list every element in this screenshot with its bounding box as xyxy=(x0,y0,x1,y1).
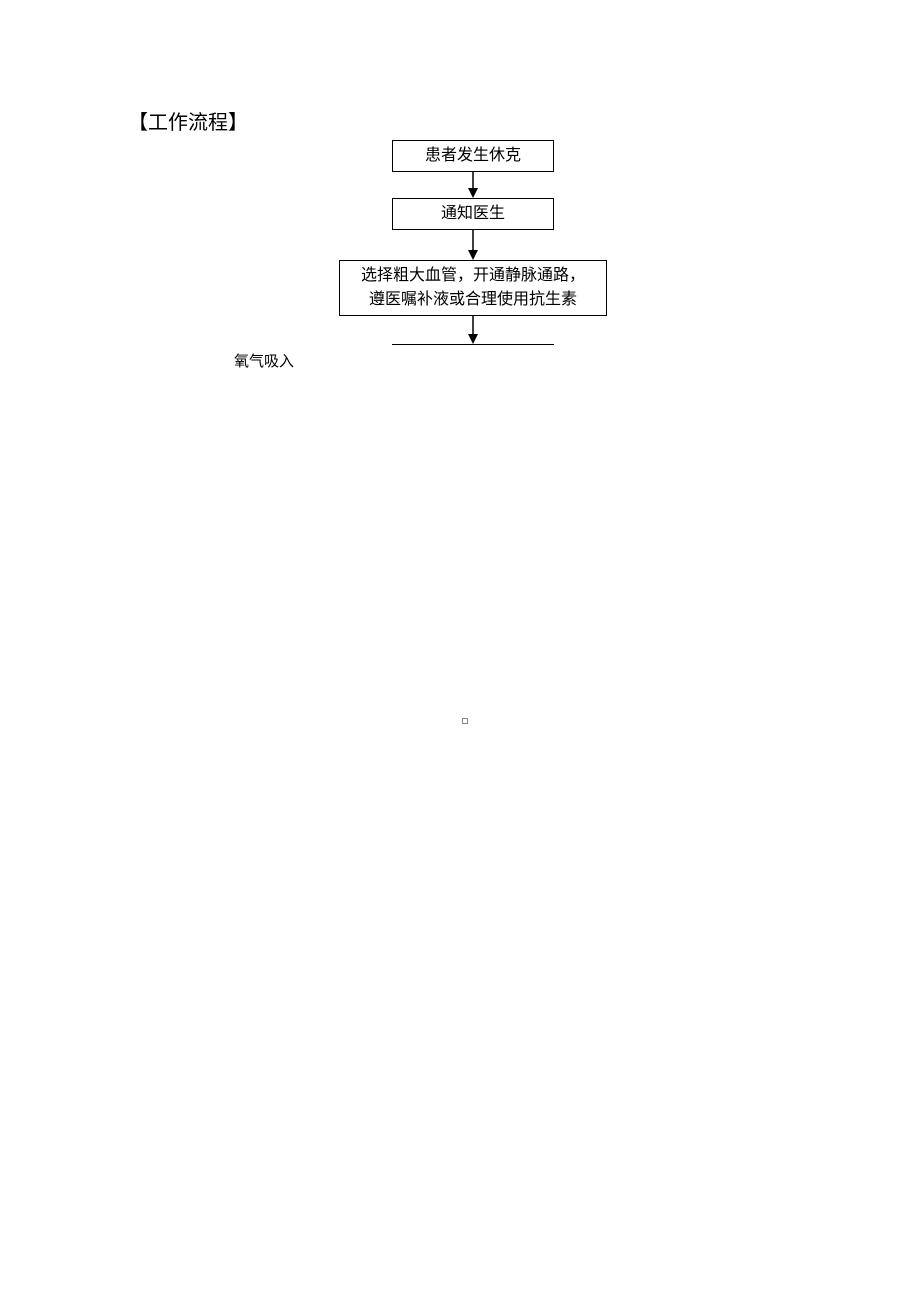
flowchart-arrow xyxy=(466,172,480,198)
flowchart-arrow xyxy=(466,230,480,260)
flowchart-arrow xyxy=(466,316,480,344)
flowchart-node-iv: 选择粗大血管，开通静脉通路， 遵医嘱补液或合理使用抗生素 xyxy=(339,260,607,316)
flowchart-node-notify: 通知医生 xyxy=(392,198,554,230)
flowchart-partial-line xyxy=(392,344,554,345)
node-label: 通知医生 xyxy=(441,202,505,226)
side-label-oxygen: 氧气吸入 xyxy=(234,350,294,371)
flowchart-node-shock: 患者发生休克 xyxy=(392,140,554,172)
node-label: 患者发生休克 xyxy=(425,144,521,168)
section-title: 【工作流程】 xyxy=(128,106,248,135)
page-marker-icon xyxy=(462,718,468,724)
node-label-line1: 选择粗大血管，开通静脉通路， xyxy=(361,264,585,288)
node-label-line2: 遵医嘱补液或合理使用抗生素 xyxy=(369,288,577,312)
